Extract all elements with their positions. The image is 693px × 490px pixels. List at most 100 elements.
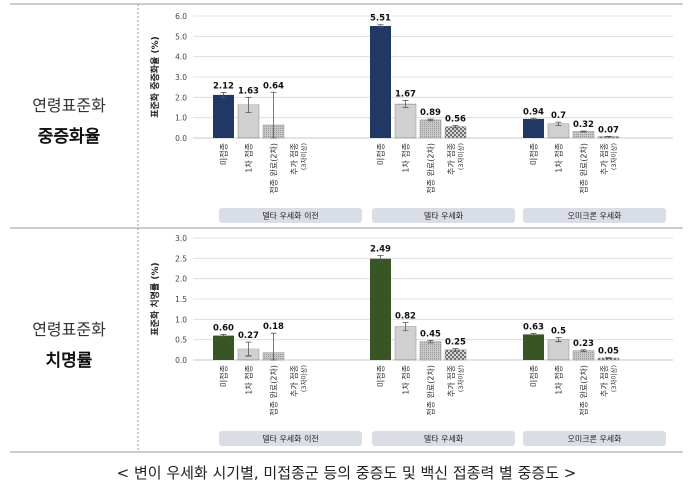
category-label: 추가 접종 [289, 143, 299, 175]
category-label: 추가 접종 [599, 143, 609, 175]
y-tick-label: 1.0 [175, 315, 187, 324]
y-tick-label: 2.5 [175, 254, 187, 263]
category-label: 접종 완료(2차) [426, 365, 436, 416]
y-tick-label: 6.0 [175, 12, 187, 21]
category-label: (3차이상) [456, 143, 465, 170]
panel-label-bg [219, 431, 362, 446]
y-tick-label: 5.0 [175, 32, 187, 41]
bar [394, 326, 417, 361]
panel-label: 오미크론 우세화 [567, 212, 622, 221]
bar [572, 131, 595, 139]
row-label-severity: 연령표준화 중증화율 [0, 92, 138, 147]
figure-caption: < 변이 우세화 시기별, 미접종군 등의 중증도 및 백신 접종력 별 중증도… [116, 464, 577, 482]
data-label: 0.25 [445, 338, 466, 348]
panel-label: 델타 우세화 [424, 435, 464, 444]
y-tick-label: 0.5 [175, 336, 187, 345]
bar [572, 350, 595, 361]
category-label: 미접종 [376, 143, 386, 165]
y-tick-label: 2.0 [175, 93, 187, 102]
y-axis-label: 표준화 중증화율 (%) [149, 36, 161, 117]
category-label: 1차 접종 [554, 365, 564, 395]
y-tick-label: 0.0 [175, 134, 187, 143]
data-label: 0.64 [263, 81, 284, 91]
category-label: (3차이상) [299, 365, 308, 392]
category-label: 접종 완료(2차) [269, 143, 279, 194]
panel-label: 델타 우세화 이전 [262, 434, 319, 444]
y-tick-label: 4.0 [175, 53, 187, 62]
data-label: 1.67 [395, 89, 416, 99]
category-label: (3차이상) [609, 143, 618, 170]
data-label: 2.49 [370, 244, 391, 254]
category-label: 미접종 [376, 365, 386, 387]
bar [419, 119, 442, 139]
chart-1: 3.0 2.5 2.0 1.5 1.0 0.5 0.0 표준화 치명률 (%) 미접종 0.60 1… [149, 234, 673, 446]
chart-area: 6.0 5.0 4.0 3.0 2.0 1.0 0.0 표준화 중증화율 (%) 미접종 2.12… [10, 3, 683, 453]
data-label: 0.32 [573, 120, 594, 130]
category-label: (3차이상) [609, 365, 618, 392]
panel-label-bg [523, 208, 666, 223]
data-label: 0.05 [598, 347, 619, 357]
panel-label-bg [523, 431, 666, 446]
category-label: 1차 접종 [401, 143, 411, 173]
y-tick-label: 2.0 [175, 275, 187, 284]
category-label: 추가 접종 [446, 143, 456, 175]
data-label: 0.63 [523, 323, 544, 333]
panel-label: 오미크론 우세화 [567, 435, 622, 444]
data-label: 0.60 [213, 323, 234, 333]
data-label: 1.63 [238, 86, 259, 96]
bar [547, 339, 570, 361]
data-label: 5.51 [370, 14, 391, 24]
panel-label-bg [219, 208, 362, 223]
category-label: 미접종 [219, 365, 229, 387]
data-label: 2.12 [213, 81, 234, 91]
category-label: 접종 완료(2차) [269, 365, 279, 416]
category-label: 접종 완료(2차) [579, 365, 589, 416]
category-label: (3차이상) [456, 365, 465, 392]
y-tick-label: 0.0 [175, 356, 187, 365]
y-tick-label: 3.0 [175, 234, 187, 243]
data-label: 0.56 [445, 114, 466, 124]
bar [444, 126, 467, 139]
panel-label-bg [372, 208, 515, 223]
data-label: 0.27 [238, 331, 259, 341]
data-label: 0.23 [573, 339, 594, 349]
data-label: 0.18 [263, 322, 284, 332]
panel-label: 델타 우세화 이전 [262, 211, 319, 221]
y-tick-label: 3.0 [175, 73, 187, 82]
row-label-severity-line2: 중증화율 [37, 127, 101, 147]
data-label: 0.5 [551, 327, 566, 337]
category-label: 추가 접종 [289, 365, 299, 397]
panel-label-bg [372, 431, 515, 446]
y-axis-label: 표준화 치명률 (%) [149, 262, 161, 335]
bar [370, 25, 391, 138]
bar [547, 123, 570, 139]
data-label: 0.89 [420, 108, 441, 118]
category-label: 접종 완료(2차) [579, 143, 589, 194]
data-label: 0.45 [420, 329, 441, 339]
category-label: 미접종 [529, 143, 539, 165]
category-label: 미접종 [529, 365, 539, 387]
bar [394, 103, 417, 139]
category-label: 접종 완료(2차) [426, 143, 436, 194]
bar [523, 118, 544, 138]
category-label: 추가 접종 [599, 365, 609, 397]
row-label-severity-line1: 연령표준화 [32, 96, 106, 115]
data-label: 0.82 [395, 312, 416, 322]
panel-label: 델타 우세화 [424, 212, 464, 221]
row-label-fatality: 연령표준화 치명률 [0, 316, 138, 371]
category-label: 1차 접종 [554, 143, 564, 173]
bar [523, 334, 544, 360]
bar [419, 341, 442, 361]
row-label-fatality-line1: 연령표준화 [32, 320, 106, 339]
category-label: (3차이상) [299, 143, 308, 170]
data-label: 0.94 [523, 107, 544, 117]
chart-0: 6.0 5.0 4.0 3.0 2.0 1.0 0.0 표준화 중증화율 (%) 미접종 2.12… [149, 12, 673, 223]
category-label: 1차 접종 [401, 365, 411, 395]
category-label: 추가 접종 [446, 365, 456, 397]
data-label: 0.7 [551, 111, 566, 121]
y-tick-label: 1.0 [175, 114, 187, 123]
category-label: 미접종 [219, 143, 229, 165]
bar [370, 258, 391, 360]
bar [213, 335, 234, 360]
